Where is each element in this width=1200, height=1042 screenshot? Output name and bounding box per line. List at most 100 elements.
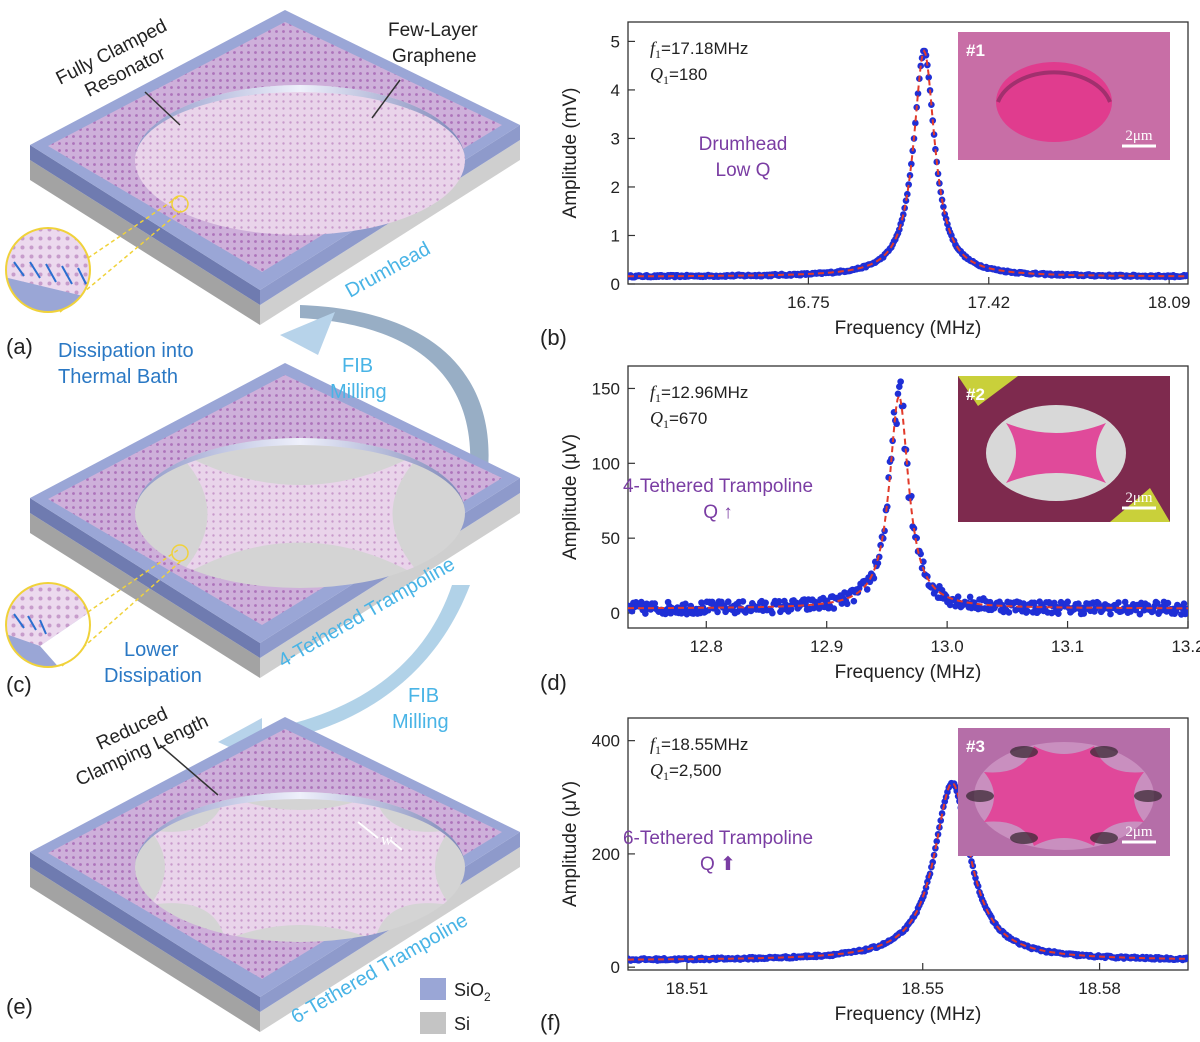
x-tick-label: 18.58 [1078, 979, 1121, 998]
width-arrow-icon [357, 821, 379, 839]
width-label: w [381, 830, 393, 849]
panel-label-e: (e) [6, 994, 33, 1019]
annotation-q1: Q1=2,500 [650, 760, 721, 783]
data-point [897, 378, 904, 385]
y-tick-label: 0 [611, 604, 620, 623]
annotation-f1-sub: 1 [655, 47, 661, 61]
x-tick-label: 13.0 [931, 637, 964, 656]
y-tick-label: 5 [611, 32, 620, 51]
inset-clamp [1010, 832, 1038, 844]
x-tick-label: 18.09 [1148, 293, 1191, 312]
data-point [1020, 600, 1027, 607]
device-4-tethered [30, 363, 520, 678]
data-point [739, 598, 747, 605]
dissipation-a-line2: Thermal Bath [58, 366, 178, 388]
callout-clamping-arrow-icon [159, 744, 219, 796]
data-point [874, 559, 882, 567]
dissipation-arrows-c-icon [13, 613, 47, 635]
device-text: Drumhead [699, 134, 788, 155]
device-text: 4-Tethered Trampoline [623, 476, 813, 497]
annotation-q1: Q1=670 [650, 408, 707, 431]
x-axis-label: Frequency (MHz) [835, 662, 982, 683]
resonance-charts: 16.75 17.42 18.09 0 1 2 3 4 5 Frequency (MHz) Ampl… [540, 21, 1200, 1035]
legend-label-sio2: SiO [454, 980, 484, 1000]
inset-micrograph: #1 2μm [958, 32, 1170, 160]
inset-scale-label: 2μm [1125, 490, 1153, 506]
data-point [651, 600, 659, 607]
legend-label-si: Si [454, 1014, 470, 1034]
callout-graphene-arrow-icon [371, 79, 401, 119]
data-point [920, 558, 927, 565]
width-arrow-2-icon [389, 839, 403, 851]
fit-line [628, 393, 1188, 610]
data-point [1075, 600, 1082, 607]
inset-label: #1 [966, 41, 985, 60]
data-point [802, 601, 810, 608]
inset-clamp [1134, 790, 1162, 802]
data-point [938, 810, 946, 817]
data-point [1180, 600, 1188, 607]
annotation-f1: f1=18.55MHz [650, 734, 748, 757]
inset-clamp [1090, 746, 1118, 758]
fit-line [628, 48, 1188, 278]
y-tick-label: 0 [611, 275, 620, 294]
annotation-f1-value: =18.55MHz [661, 735, 748, 754]
y-tick-label: 3 [611, 129, 620, 148]
inset-drum [996, 62, 1112, 142]
panel-label-c: (c) [6, 672, 32, 697]
annotation-f1-value: =12.96MHz [661, 383, 748, 402]
data-point [946, 601, 954, 609]
fib-1-line1: FIB [342, 355, 373, 377]
data-point [1107, 610, 1114, 618]
y-tick-label: 2 [611, 178, 620, 197]
annotation-q1-value: =2,500 [669, 761, 721, 780]
device-diagrams: Fully Clamped Resonator Few-Layer Graphe… [5, 10, 520, 1034]
device-text-q: Q ⬆ [700, 854, 736, 875]
device-text-q: Low Q [716, 160, 771, 181]
data-point [914, 90, 922, 97]
svg-text:FIB Milling: FIB Milling [392, 685, 449, 733]
data-point [1184, 955, 1188, 962]
data-point [682, 600, 689, 608]
data-point [1031, 599, 1038, 607]
y-tick-label: 200 [592, 845, 620, 864]
x-tick-label: 13.2 [1171, 637, 1200, 656]
inset-drum-rim [996, 70, 1112, 103]
device-text: 6-Tethered Trampoline [623, 828, 813, 849]
y-axis-label: Amplitude (μV) [560, 781, 581, 907]
inset-clamp [1090, 832, 1118, 844]
data-point [1184, 609, 1188, 616]
data-point [896, 383, 903, 390]
svg-text:FIB Milling: FIB Milling [330, 355, 387, 403]
data-point [904, 190, 911, 198]
device-6-tethered [30, 717, 520, 1032]
annotation-q1: Q1=180 [650, 64, 707, 87]
legend-label-sio2-sub: 2 [484, 990, 491, 1004]
data-point [642, 610, 649, 617]
data-point [762, 599, 769, 607]
annotation-q1-value: =180 [669, 65, 707, 84]
data-point [724, 598, 732, 606]
y-axis-label: Amplitude (mV) [560, 88, 581, 219]
data-point [1115, 599, 1122, 606]
annotation-q1-var: Q [650, 64, 663, 84]
callout-graphene-line1: Few-Layer [388, 20, 478, 41]
y-tick-label: 0 [611, 958, 620, 977]
fib-arrow-1-head-icon [280, 312, 335, 355]
data-point [1064, 598, 1072, 606]
fit-line [628, 781, 1188, 961]
data-point [937, 817, 945, 824]
x-axis-label: Frequency (MHz) [835, 1004, 982, 1025]
x-tick-label: 18.55 [901, 979, 944, 998]
fib-arrow-1-icon [300, 305, 489, 470]
svg-text:SiO2: SiO2 [454, 980, 491, 1004]
x-tick-label: 18.51 [666, 979, 709, 998]
data-point [1184, 272, 1188, 280]
data-point [972, 874, 979, 882]
inset-electrode [958, 376, 1018, 406]
data-point [908, 492, 915, 500]
data-point [925, 74, 933, 81]
y-tick-label: 150 [592, 379, 620, 398]
device-text-q: Q ↑ [703, 502, 733, 523]
panel-label-a: (a) [6, 334, 33, 359]
